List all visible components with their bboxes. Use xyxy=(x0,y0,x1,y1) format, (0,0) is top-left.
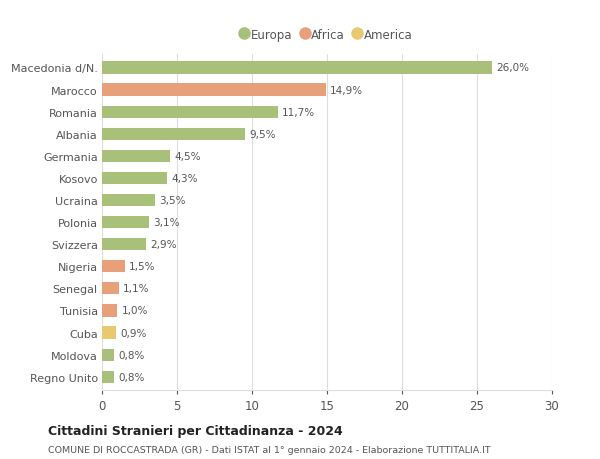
Text: 0,8%: 0,8% xyxy=(119,350,145,360)
Text: 4,3%: 4,3% xyxy=(171,174,197,184)
Bar xyxy=(102,239,146,251)
Text: 26,0%: 26,0% xyxy=(497,63,530,73)
Text: 1,5%: 1,5% xyxy=(129,262,155,272)
Text: 1,0%: 1,0% xyxy=(122,306,148,316)
Legend: Europa, Africa, America: Europa, Africa, America xyxy=(236,24,418,46)
Bar xyxy=(102,129,245,140)
Bar xyxy=(102,217,149,229)
Text: Cittadini Stranieri per Cittadinanza - 2024: Cittadini Stranieri per Cittadinanza - 2… xyxy=(48,424,343,437)
Bar xyxy=(102,261,125,273)
Bar xyxy=(102,106,277,118)
Bar xyxy=(102,283,119,295)
Text: 9,5%: 9,5% xyxy=(249,129,275,140)
Text: 11,7%: 11,7% xyxy=(282,107,315,118)
Text: 0,8%: 0,8% xyxy=(119,372,145,382)
Text: 3,5%: 3,5% xyxy=(159,196,185,206)
Text: 0,9%: 0,9% xyxy=(120,328,146,338)
Bar xyxy=(102,62,492,74)
Text: 14,9%: 14,9% xyxy=(330,85,363,95)
Bar xyxy=(102,84,325,96)
Text: 3,1%: 3,1% xyxy=(153,218,179,228)
Text: 2,9%: 2,9% xyxy=(150,240,176,250)
Bar xyxy=(102,305,117,317)
Text: 4,5%: 4,5% xyxy=(174,151,200,162)
Bar xyxy=(102,349,114,361)
Bar xyxy=(102,371,114,383)
Bar xyxy=(102,173,167,185)
Bar xyxy=(102,327,116,339)
Bar xyxy=(102,151,170,162)
Bar xyxy=(102,195,155,207)
Text: 1,1%: 1,1% xyxy=(123,284,149,294)
Text: COMUNE DI ROCCASTRADA (GR) - Dati ISTAT al 1° gennaio 2024 - Elaborazione TUTTIT: COMUNE DI ROCCASTRADA (GR) - Dati ISTAT … xyxy=(48,445,491,454)
